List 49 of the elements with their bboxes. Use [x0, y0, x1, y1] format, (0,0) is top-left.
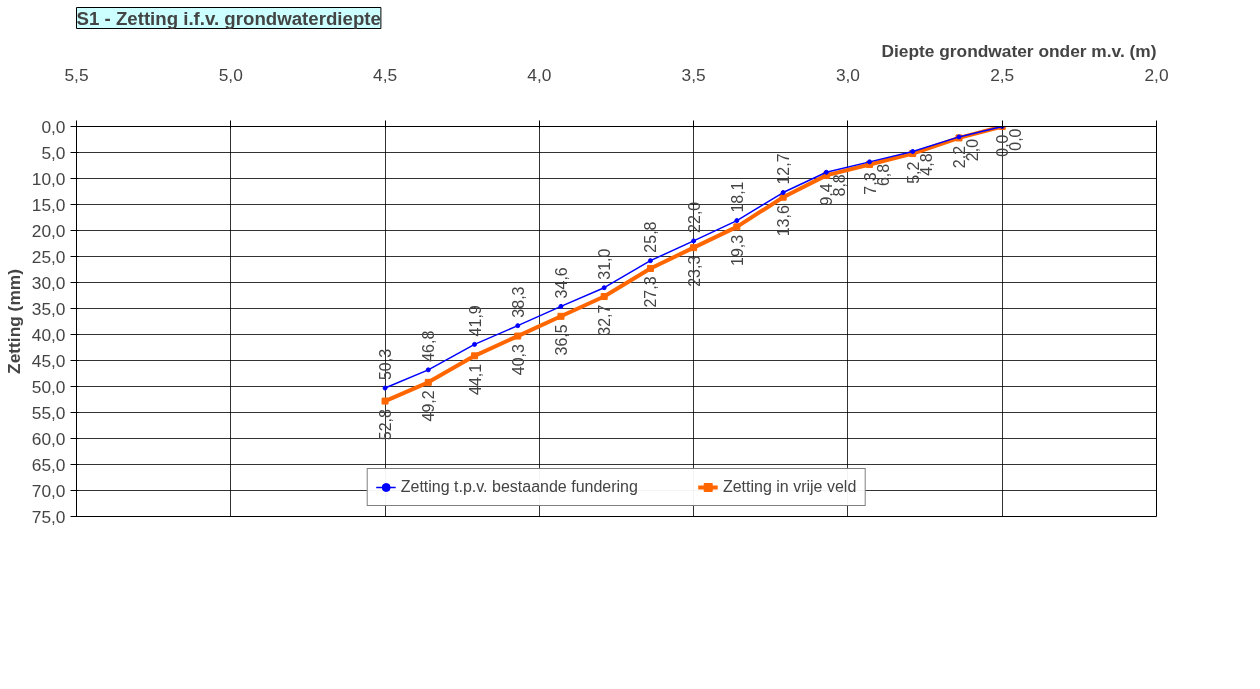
data-label: 46,8: [420, 330, 438, 362]
x-tick-label: 2,5: [990, 64, 1015, 85]
data-label: 18,1: [728, 181, 746, 213]
legend-label: Zetting in vrije veld: [722, 478, 857, 496]
legend-label: Zetting t.p.v. bestaande fundering: [400, 478, 638, 496]
y-tick-label: 70,0: [31, 480, 66, 501]
x-tick-label: 2,0: [1144, 64, 1169, 85]
data-label: 19,3: [728, 234, 746, 266]
y-tick-label: 20,0: [31, 220, 66, 241]
data-label: 38,3: [509, 286, 527, 318]
x-tick-label: 5,0: [218, 64, 243, 85]
data-label: 40,3: [509, 343, 527, 376]
data-label: 36,5: [552, 324, 570, 356]
y-tick-label: 0,0: [41, 116, 66, 137]
y-tick-label: 25,0: [31, 246, 66, 267]
y-tick-label: 30,0: [31, 272, 66, 293]
y-tick-label: 40,0: [31, 324, 66, 345]
data-label: 22,0: [685, 201, 703, 233]
data-label: 31,0: [596, 248, 614, 280]
chart-title: S1 - Zetting i.f.v. grondwaterdiepte: [76, 7, 381, 29]
data-label: 34,6: [552, 267, 570, 299]
y-tick-label: 10,0: [31, 168, 66, 189]
data-label: 27,3: [642, 276, 660, 308]
y-tick-label: 50,0: [31, 376, 66, 397]
data-label: 23,3: [685, 255, 703, 287]
data-label: 50,3: [377, 348, 395, 381]
x-tick-label: 3,0: [835, 64, 860, 85]
y-tick-label: 35,0: [31, 298, 66, 319]
x-tick-label: 5,5: [64, 64, 89, 85]
x-axis-title: Diepte grondwater onder m.v. (m): [881, 40, 1157, 61]
x-tick-label: 4,5: [373, 64, 398, 85]
x-tick-label: 3,5: [681, 64, 706, 85]
y-tick-label: 45,0: [31, 350, 66, 371]
data-label: 12,7: [775, 153, 793, 185]
data-label: 44,1: [466, 363, 484, 395]
y-tick-label: 15,0: [31, 194, 66, 215]
data-label: 41,9: [466, 305, 484, 337]
y-tick-label: 75,0: [31, 506, 66, 527]
y-axis-title: Zetting (mm): [3, 269, 24, 374]
data-label: 25,8: [642, 221, 660, 253]
data-label: 32,7: [596, 304, 614, 336]
data-label: 13,6: [775, 205, 793, 237]
data-label: 49,2: [420, 390, 438, 422]
data-label: 52,8: [377, 408, 395, 441]
y-tick-label: 65,0: [31, 454, 66, 475]
y-tick-label: 55,0: [31, 402, 66, 423]
y-tick-label: 60,0: [31, 428, 66, 449]
x-tick-label: 4,0: [527, 64, 552, 85]
y-tick-label: 5,0: [41, 142, 66, 163]
